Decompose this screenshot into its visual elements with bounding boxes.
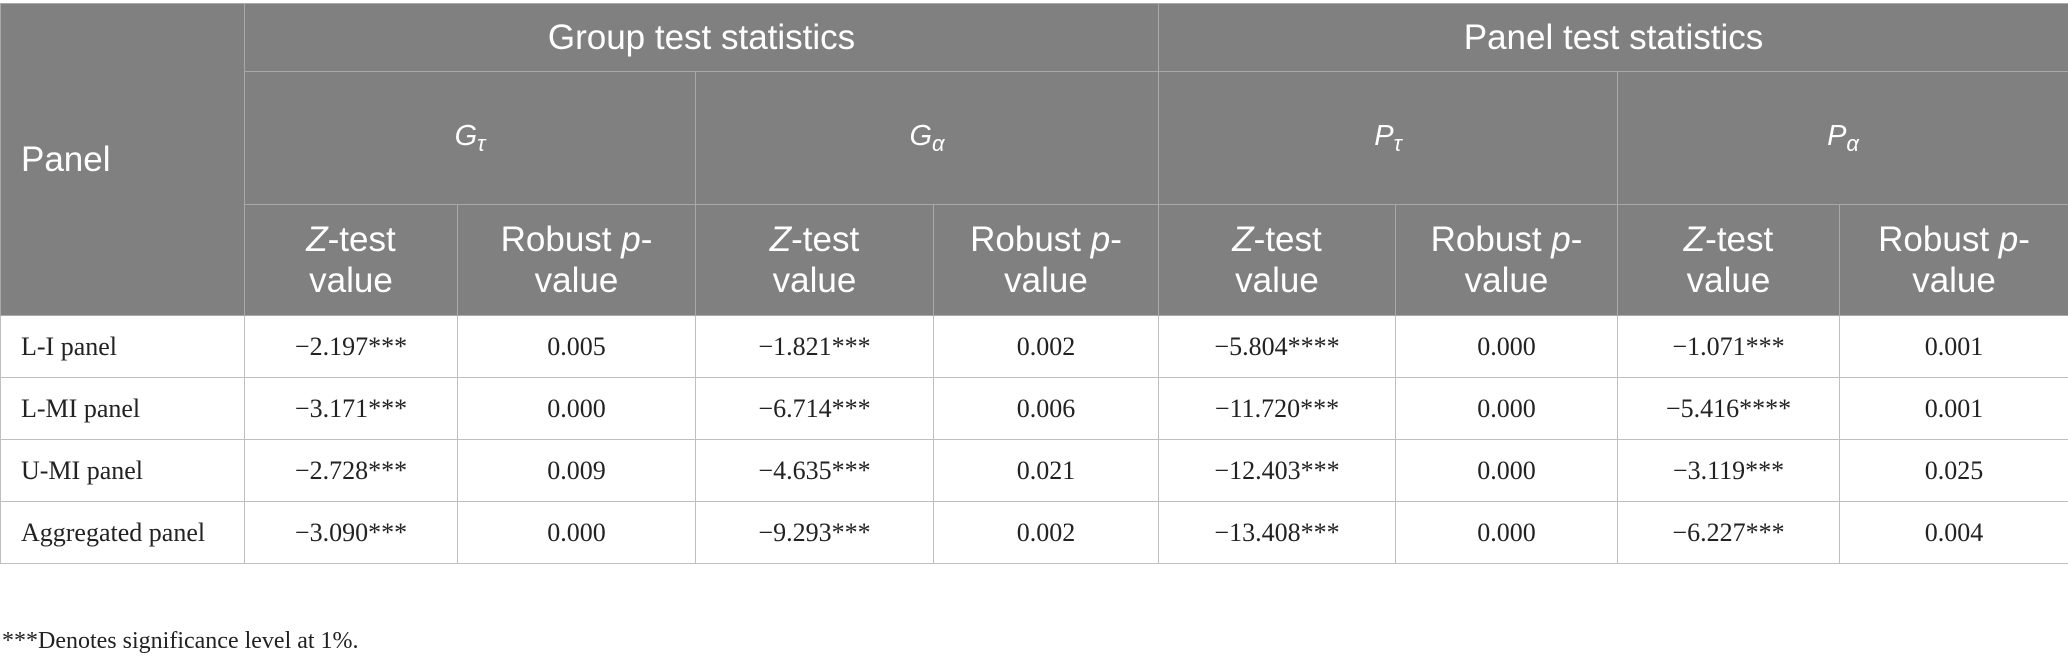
table-cell: −3.171***: [244, 377, 458, 440]
table-cell: 0.001: [1839, 315, 2068, 378]
table-cell: 0.000: [1395, 315, 1619, 378]
table-cell: −2.728***: [244, 439, 458, 502]
table-cell: 0.002: [932, 315, 1160, 378]
robust-p-value-header: Robust p-value: [457, 204, 696, 316]
table-cell: −2.197***: [244, 315, 458, 378]
table-cell: 0.004: [1839, 501, 2068, 564]
table-cell: 0.009: [457, 439, 696, 502]
table-cell: −12.403***: [1158, 439, 1397, 502]
table-row: L-MI panel −3.171*** 0.000 −6.714*** 0.0…: [0, 377, 2068, 440]
table-cell: −3.090***: [244, 501, 458, 564]
row-label: Aggregated panel: [0, 501, 245, 564]
table-cell: 0.000: [1395, 377, 1619, 440]
table-cell: 0.000: [457, 501, 696, 564]
table-cell: −6.714***: [695, 377, 934, 440]
table-cell: 0.006: [932, 377, 1160, 440]
table-cell: 0.001: [1839, 377, 2068, 440]
table-cell: −3.119***: [1617, 439, 1841, 502]
table-row: U-MI panel −2.728*** 0.009 −4.635*** 0.0…: [0, 439, 2068, 502]
g-tau-header: Gτ: [244, 71, 696, 205]
table-row: Aggregated panel −3.090*** 0.000 −9.293*…: [0, 501, 2068, 564]
robust-p-value-header: Robust p-value: [932, 204, 1160, 316]
group-test-statistics-header: Group test statistics: [243, 3, 1160, 72]
table-cell: 0.025: [1839, 439, 2068, 502]
robust-p-value-header: Robust p-value: [1395, 204, 1619, 316]
robust-p-value-header: Robust p-value: [1839, 204, 2068, 316]
table-cell: 0.021: [932, 439, 1160, 502]
p-alpha-header: Pα: [1617, 71, 2068, 205]
table-cell: −5.416****: [1617, 377, 1841, 440]
table-cell: −1.071***: [1617, 315, 1841, 378]
table-cell: 0.000: [1395, 439, 1619, 502]
table-row: L-I panel −2.197*** 0.005 −1.821*** 0.00…: [0, 315, 2068, 378]
g-alpha-header: Gα: [694, 71, 1160, 205]
table-cell: −13.408***: [1158, 501, 1397, 564]
z-test-value-header: Z-test value: [1617, 204, 1841, 316]
p-tau-header: Pτ: [1158, 71, 1619, 205]
cointegration-table: Panel Group test statistics Panel test s…: [0, 3, 2068, 564]
row-label: L-I panel: [0, 315, 245, 378]
panel-column-header: Panel: [0, 3, 245, 316]
z-test-value-header: Z-test value: [244, 204, 458, 316]
table-cell: −4.635***: [695, 439, 934, 502]
z-test-value-header: Z-test value: [695, 204, 934, 316]
table-cell: −5.804****: [1158, 315, 1397, 378]
table-cell: 0.002: [932, 501, 1160, 564]
table-cell: −9.293***: [695, 501, 934, 564]
table-cell: 0.005: [457, 315, 696, 378]
row-label: U-MI panel: [0, 439, 245, 502]
table-cell: 0.000: [1395, 501, 1619, 564]
z-test-value-header: Z-test value: [1158, 204, 1397, 316]
table-cell: −11.720***: [1158, 377, 1397, 440]
table-footnote: ***Denotes significance level at 1%.: [2, 628, 359, 654]
table-cell: −1.821***: [695, 315, 934, 378]
table-cell: −6.227***: [1617, 501, 1841, 564]
panel-test-statistics-header: Panel test statistics: [1158, 3, 2068, 72]
row-label: L-MI panel: [0, 377, 245, 440]
table-cell: 0.000: [457, 377, 696, 440]
